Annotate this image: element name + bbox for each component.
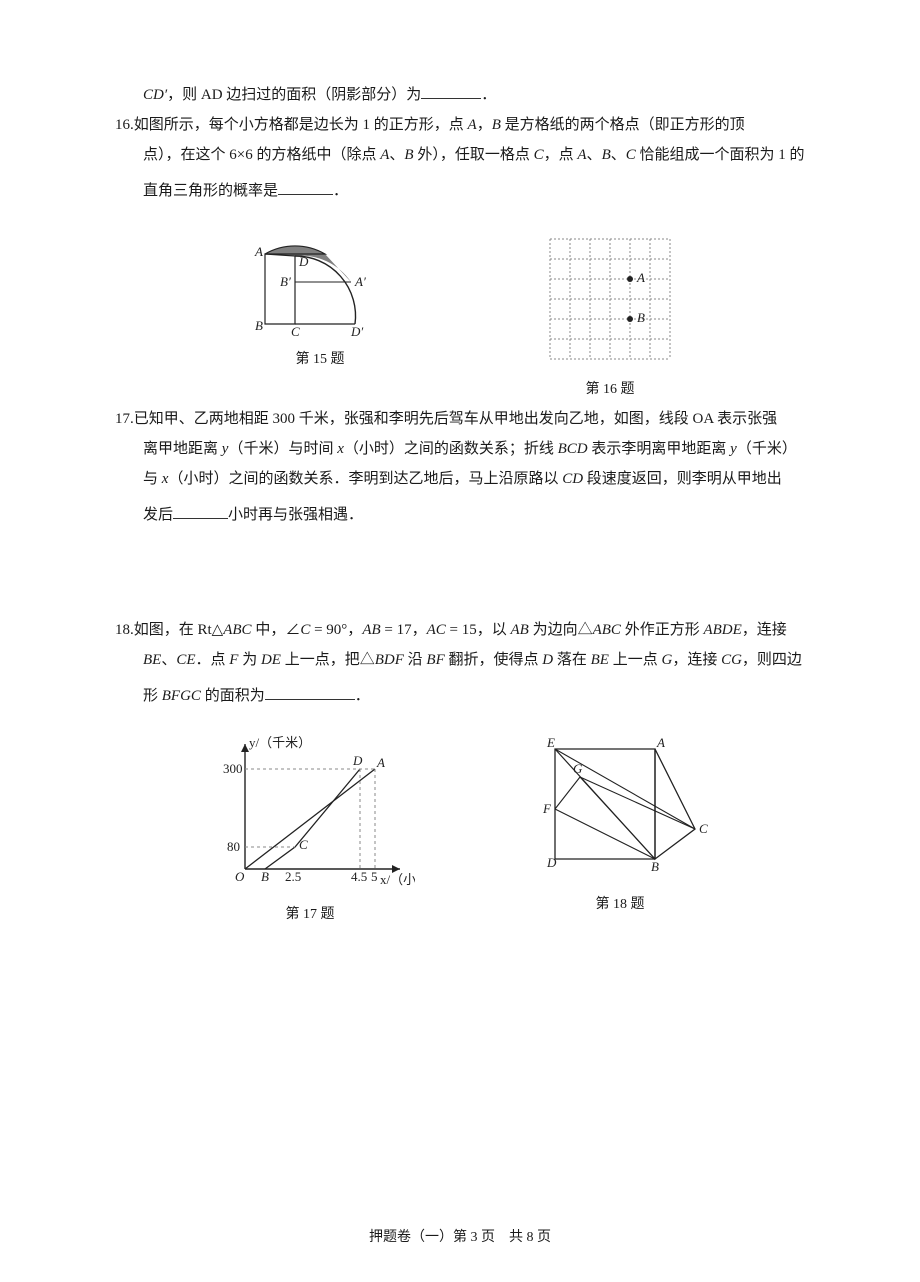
fig16-svg: A B	[535, 224, 685, 374]
q16-blank	[278, 179, 333, 195]
fig17-svg: y/（千米） x/（小时） 300 80 O B 2.5 4.5 5 A D C	[205, 729, 415, 899]
svg-text:y/（千米）: y/（千米）	[249, 735, 311, 750]
q16-line3: 直角三角形的概率是．	[115, 176, 805, 206]
q17-line3: 与 x（小时）之间的函数关系．李明到达乙地后，马上沿原路以 CD 段速度返回，则…	[115, 464, 805, 494]
q17-blank	[173, 503, 228, 519]
page-footer: 押题卷（一）第 3 页 共 8 页	[0, 1226, 920, 1246]
svg-text:A: A	[656, 735, 665, 750]
svg-text:G: G	[573, 761, 583, 776]
svg-text:D: D	[352, 753, 363, 768]
q18-num: 18.	[115, 622, 134, 638]
svg-text:A: A	[254, 244, 263, 259]
svg-text:B: B	[651, 859, 659, 874]
svg-text:D: D	[298, 254, 309, 269]
q17-num: 17.	[115, 411, 134, 427]
fig16-caption: 第 16 题	[586, 378, 635, 398]
q16-line1: 16.如图所示，每个小方格都是边长为 1 的正方形，点 A，B 是方格纸的两个格…	[115, 110, 805, 140]
svg-text:2.5: 2.5	[285, 869, 301, 884]
svg-text:A: A	[376, 755, 385, 770]
spacer-1	[115, 530, 805, 615]
fig16-col: A B 第 16 题	[535, 224, 685, 398]
fig15-caption: 第 15 题	[296, 348, 345, 368]
q15-cd: CD′	[143, 87, 167, 103]
q18-blank	[265, 684, 355, 700]
fig-row-1: A A′ B B′ C D D′ 第 15 题 A B 第 16 题	[115, 224, 805, 398]
svg-text:C: C	[291, 324, 300, 339]
svg-text:B: B	[637, 310, 645, 325]
svg-text:300: 300	[223, 761, 243, 776]
fig17-col: y/（千米） x/（小时） 300 80 O B 2.5 4.5 5 A D C…	[205, 729, 415, 923]
svg-text:5: 5	[371, 869, 378, 884]
fig17-caption: 第 17 题	[286, 903, 335, 923]
svg-text:D: D	[546, 855, 557, 870]
svg-text:E: E	[546, 735, 555, 750]
q18-line3: 形 BFGC 的面积为．	[115, 681, 805, 711]
svg-text:C: C	[699, 821, 708, 836]
q18-line2: BE、CE．点 F 为 DE 上一点，把△BDF 沿 BF 翻折，使得点 D 落…	[115, 645, 805, 675]
q17-line1: 17.已知甲、乙两地相距 300 千米，张强和李明先后驾车从甲地出发向乙地，如图…	[115, 404, 805, 434]
fig15-col: A A′ B B′ C D D′ 第 15 题	[235, 224, 405, 398]
svg-text:D′: D′	[350, 324, 363, 339]
page: CD′，则 AD 边扫过的面积（阴影部分）为． 16.如图所示，每个小方格都是边…	[0, 0, 920, 1282]
fig18-svg: E A D B C F G	[525, 729, 715, 889]
svg-text:x/（小时）: x/（小时）	[380, 872, 415, 887]
svg-text:O: O	[235, 869, 245, 884]
fig15-svg: A A′ B B′ C D D′	[235, 224, 405, 344]
q16-num: 16.	[115, 117, 134, 133]
q15-blank	[421, 83, 481, 99]
svg-text:B′: B′	[280, 274, 291, 289]
q16-line2: 点），在这个 6×6 的方格纸中（除点 A、B 外），任取一格点 C，点 A、B…	[115, 140, 805, 170]
svg-text:A′: A′	[354, 274, 366, 289]
q17-line4: 发后小时再与张强相遇．	[115, 500, 805, 530]
svg-text:B: B	[255, 318, 263, 333]
q15-tail: CD′，则 AD 边扫过的面积（阴影部分）为 ．	[115, 80, 805, 110]
svg-text:4.5: 4.5	[351, 869, 367, 884]
q17-line2: 离甲地距离 y（千米）与时间 x（小时）之间的函数关系；折线 BCD 表示李明离…	[115, 434, 805, 464]
svg-text:80: 80	[227, 839, 240, 854]
fig18-caption: 第 18 题	[596, 893, 645, 913]
footer-text: 押题卷（一）第 3 页 共 8 页	[369, 1230, 551, 1245]
svg-text:B: B	[261, 869, 269, 884]
q18-line1: 18.如图，在 Rt△ABC 中，∠C = 90°，AB = 17，AC = 1…	[115, 615, 805, 645]
q15-text: ，则 AD 边扫过的面积（阴影部分）为	[167, 87, 421, 103]
svg-text:C: C	[299, 837, 308, 852]
svg-text:A: A	[636, 270, 645, 285]
svg-text:F: F	[542, 801, 552, 816]
q15-period: ．	[481, 87, 496, 103]
fig18-col: E A D B C F G 第 18 题	[525, 729, 715, 923]
fig-row-2: y/（千米） x/（小时） 300 80 O B 2.5 4.5 5 A D C…	[115, 729, 805, 923]
